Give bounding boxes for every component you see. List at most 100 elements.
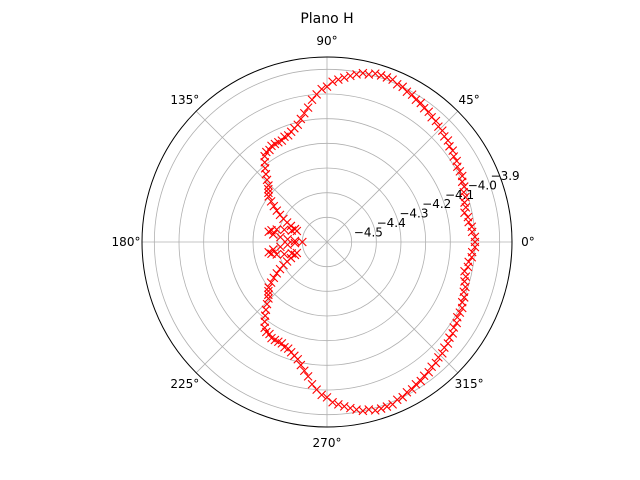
data-point [437, 348, 447, 358]
data-point [467, 222, 477, 232]
data-point [448, 328, 458, 338]
angle-tick-labels: 0° 45° 90° 135° 180° 225° 270° 315° [112, 34, 535, 450]
data-point [358, 406, 368, 416]
data-point [461, 192, 470, 202]
data-point [279, 225, 289, 235]
data-point [461, 203, 471, 212]
data-point [449, 152, 459, 161]
data-point [333, 75, 343, 84]
data-point [398, 82, 408, 92]
data-point [264, 286, 273, 296]
polar-grid [142, 57, 512, 427]
data-point [364, 70, 374, 79]
data-point [376, 404, 386, 413]
angle-tick-label: 135° [170, 93, 199, 107]
data-point [264, 294, 273, 303]
data-point [264, 188, 273, 198]
data-point [307, 95, 317, 105]
radial-tick-label: −4.0 [468, 178, 497, 192]
data-point [272, 250, 282, 259]
angle-tick-label: 45° [458, 93, 479, 107]
angle-tick-label: 315° [455, 377, 484, 391]
data-point [464, 257, 474, 267]
data-point [388, 75, 397, 85]
data-point [276, 242, 285, 252]
data-point [264, 192, 274, 201]
data-point [416, 98, 426, 108]
data-point [264, 227, 274, 237]
data-point [266, 278, 276, 287]
data-point [322, 82, 332, 91]
data-point [407, 385, 417, 394]
radial-tick-label: −3.9 [491, 169, 520, 183]
data-point [339, 401, 349, 411]
data-point [460, 266, 469, 276]
data-point [290, 238, 300, 248]
data-point [424, 367, 434, 377]
data-point [470, 232, 480, 242]
data-point [392, 395, 402, 405]
data-point [269, 273, 279, 283]
data-point [272, 206, 282, 216]
data-point [445, 141, 454, 151]
data-point [328, 397, 337, 407]
data-point [262, 175, 272, 185]
data-point [269, 201, 279, 211]
data-point [459, 287, 469, 297]
data-point [287, 226, 297, 235]
radial-tick-label: −4.4 [377, 216, 406, 230]
data-point [461, 272, 471, 281]
data-point [283, 240, 293, 250]
data-point [443, 339, 453, 348]
data-point [449, 323, 459, 332]
data-point [459, 182, 469, 191]
radial-gridline-2 [252, 167, 402, 317]
data-point [463, 212, 473, 222]
data-point [452, 312, 462, 322]
data-point [261, 169, 271, 179]
radial-gridline-1 [277, 192, 377, 292]
data-point [277, 339, 287, 348]
data-point [297, 237, 307, 247]
radial-gridline-4 [203, 118, 451, 366]
data-point [439, 131, 449, 141]
data-point [263, 290, 273, 300]
data-point [296, 360, 306, 370]
data-point [264, 283, 274, 292]
angle-gridline-5 [195, 241, 328, 374]
data-point [299, 366, 309, 376]
data-point [370, 405, 380, 415]
data-point [303, 103, 313, 113]
data-point [419, 371, 429, 381]
data-point [460, 277, 469, 286]
data-point [460, 208, 469, 218]
data-point [293, 354, 303, 364]
data-point [411, 95, 421, 105]
radial-tick-label: −4.5 [354, 226, 383, 240]
data-point [433, 122, 443, 132]
data-point [345, 403, 355, 413]
radial-gridline-3 [227, 142, 427, 342]
data-point [290, 236, 300, 246]
data-point [264, 247, 274, 257]
radial-tick-label: −4.2 [422, 197, 451, 211]
data-point [272, 268, 282, 278]
data-point [411, 379, 421, 389]
angle-gridline-3 [195, 110, 328, 243]
data-point [407, 90, 417, 99]
data-point [427, 112, 437, 122]
radial-tick-labels: −4.5−4.4−4.3−4.2−4.1−4.0−3.9 [354, 169, 520, 240]
data-point [382, 402, 392, 411]
data-point [376, 71, 386, 80]
angle-gridline-7 [326, 241, 459, 374]
data-point [296, 114, 306, 124]
polar-axis-frame [141, 56, 513, 428]
data-markers [260, 68, 480, 416]
data-point [416, 376, 426, 386]
angle-tick-label: 0° [521, 235, 535, 249]
data-point [264, 181, 273, 190]
angle-tick-label: 270° [313, 436, 342, 450]
data-point [452, 156, 462, 166]
data-point [431, 358, 441, 368]
